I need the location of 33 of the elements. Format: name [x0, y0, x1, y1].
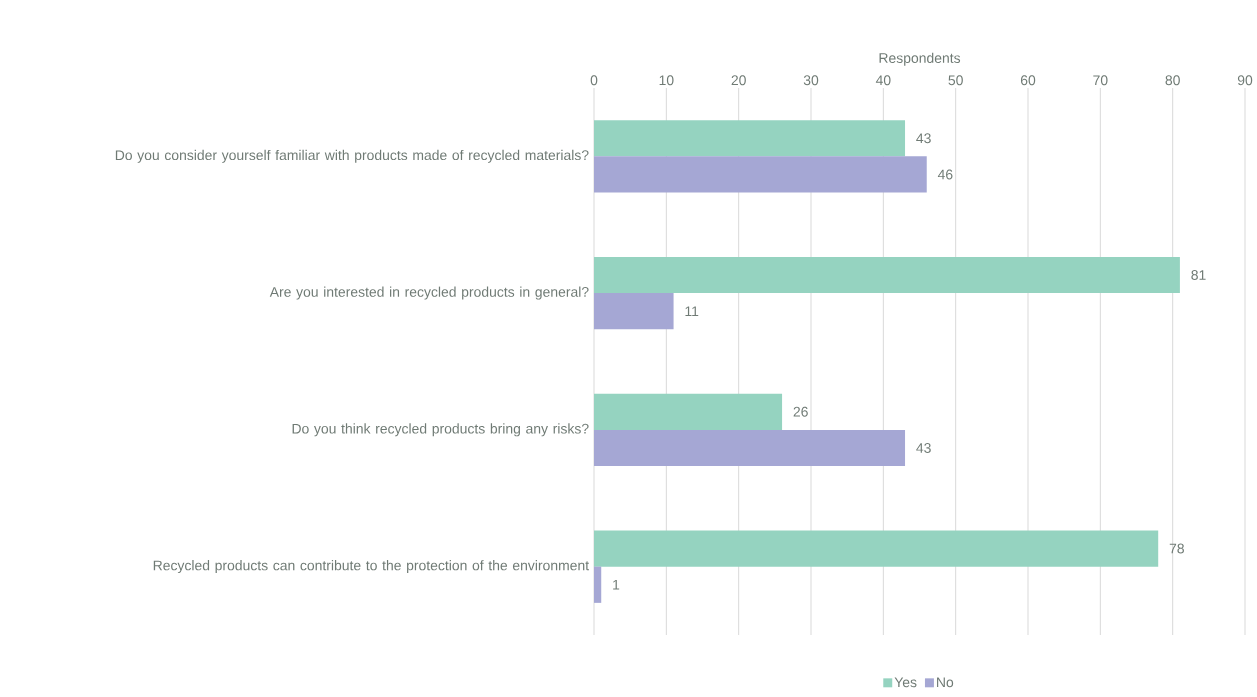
- y-tick-label: Are you interested in recycled products in general?: [269, 286, 589, 300]
- data-label: 43: [916, 443, 931, 453]
- data-label: 11: [685, 306, 699, 317]
- y-tick-label: Do you consider yourself familiar with products made of recycled materials?: [115, 149, 589, 163]
- bar: [594, 566, 602, 603]
- bar: [594, 120, 906, 157]
- x-tick-label: 90: [1237, 75, 1253, 86]
- bar: [594, 156, 927, 193]
- x-tick-label: 40: [875, 75, 891, 86]
- legend-label: No: [937, 677, 954, 688]
- x-tick-label: 80: [1165, 75, 1180, 86]
- bar: [594, 256, 1180, 294]
- x-tick-label: 20: [731, 75, 746, 86]
- x-tick-label: 60: [1020, 75, 1036, 86]
- x-tick-label: 0: [590, 75, 598, 86]
- data-label: 26: [793, 406, 808, 417]
- x-axis-title: Respondents: [879, 52, 961, 66]
- legend-label: Yes: [894, 677, 917, 688]
- data-label: 78: [1169, 543, 1184, 554]
- data-label: 81: [1191, 270, 1206, 280]
- data-label: 1: [613, 579, 620, 590]
- x-tick-label: 10: [659, 75, 674, 86]
- data-label: 46: [937, 169, 953, 180]
- bar: [594, 293, 674, 330]
- x-tick-label: 70: [1093, 75, 1108, 86]
- bar: [594, 393, 783, 430]
- data-label: 43: [916, 133, 931, 144]
- x-tick-label: 30: [803, 75, 819, 86]
- y-tick-label: Recycled products can contribute to the protection of the environment: [153, 560, 589, 574]
- bar: [594, 530, 1159, 567]
- bar: [594, 429, 906, 467]
- x-tick-label: 50: [948, 75, 963, 86]
- y-tick-label: Do you think recycled products bring any risks?: [292, 423, 589, 437]
